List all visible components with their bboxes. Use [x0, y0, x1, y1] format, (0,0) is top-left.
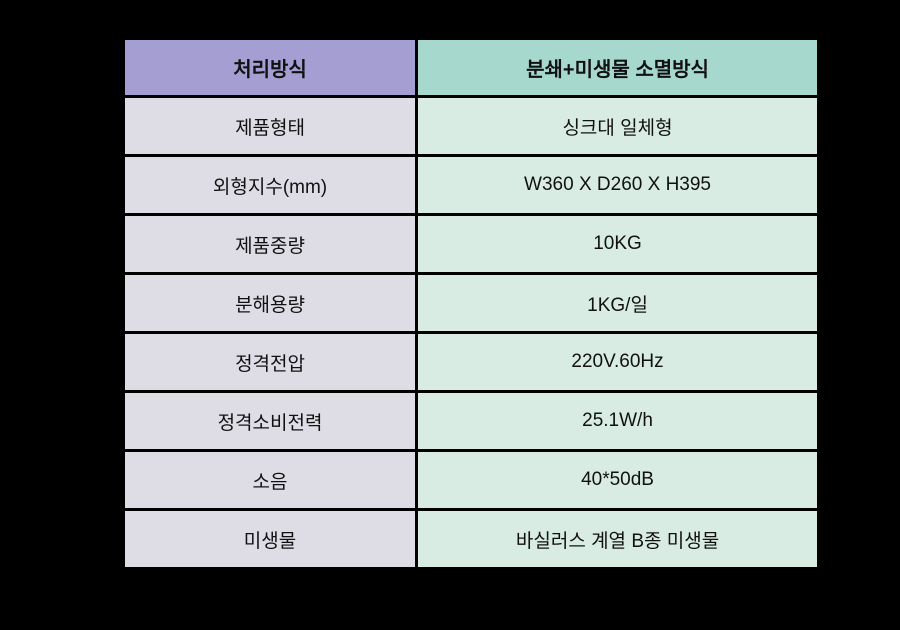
spec-label: 미생물 — [121, 508, 419, 570]
spec-value: 싱크대 일체형 — [415, 95, 820, 157]
spec-label: 제품형태 — [121, 95, 419, 157]
spec-value: 바실러스 계열 B종 미생물 — [415, 508, 820, 570]
header-cell-treatment-method-value: 분쇄+미생물 소멸방식 — [415, 37, 820, 98]
table-row: 분해용량 1KG/일 — [121, 272, 820, 334]
table-row: 제품중량 10KG — [121, 213, 820, 275]
table-row: 소음 40*50dB — [121, 449, 820, 511]
table-row: 미생물 바실러스 계열 B종 미생물 — [121, 508, 820, 570]
table-row: 제품형태 싱크대 일체형 — [121, 95, 820, 157]
header-cell-treatment-method: 처리방식 — [121, 37, 419, 98]
spec-value: 10KG — [415, 213, 820, 275]
header-row: 처리방식 분쇄+미생물 소멸방식 — [121, 37, 820, 98]
spec-label: 외형지수(mm) — [121, 154, 419, 216]
table-row: 정격전압 220V.60Hz — [121, 331, 820, 393]
table-row: 정격소비전력 25.1W/h — [121, 390, 820, 452]
spec-value: 25.1W/h — [415, 390, 820, 452]
spec-label: 정격소비전력 — [121, 390, 419, 452]
spec-table-header: 처리방식 분쇄+미생물 소멸방식 — [121, 37, 820, 98]
spec-label: 소음 — [121, 449, 419, 511]
spec-value: W360 X D260 X H395 — [415, 154, 820, 216]
spec-value: 1KG/일 — [415, 272, 820, 334]
spec-label: 제품중량 — [121, 213, 419, 275]
table-row: 외형지수(mm) W360 X D260 X H395 — [121, 154, 820, 216]
spec-label: 분해용량 — [121, 272, 419, 334]
spec-label: 정격전압 — [121, 331, 419, 393]
spec-value: 40*50dB — [415, 449, 820, 511]
spec-table-body: 제품형태 싱크대 일체형 외형지수(mm) W360 X D260 X H395… — [121, 95, 820, 570]
product-spec-table: 처리방식 분쇄+미생물 소멸방식 제품형태 싱크대 일체형 외형지수(mm) W… — [121, 37, 820, 570]
spec-value: 220V.60Hz — [415, 331, 820, 393]
